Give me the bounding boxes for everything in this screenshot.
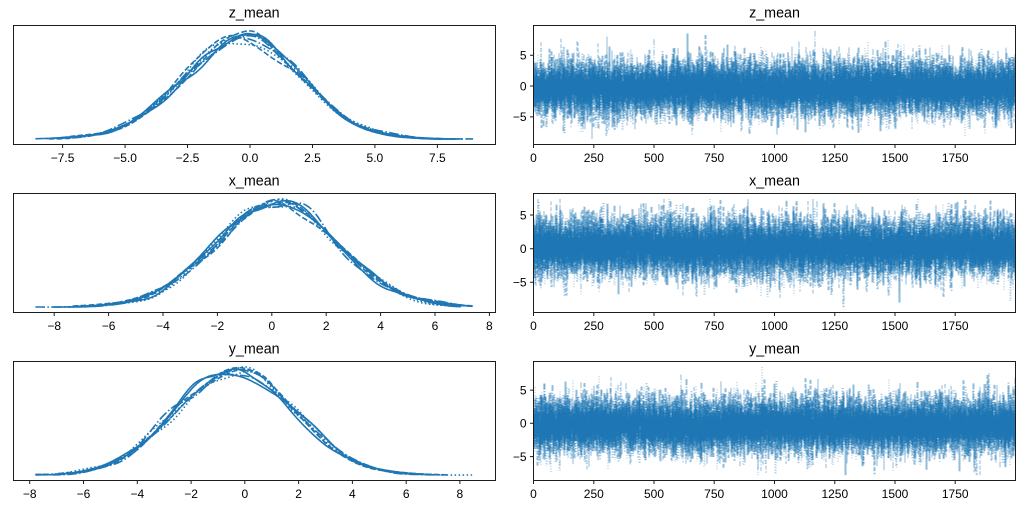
svg-text:750: 750 [704,151,724,165]
svg-text:1000: 1000 [761,487,788,501]
svg-text:5.0: 5.0 [367,151,384,165]
svg-text:4: 4 [377,319,384,333]
svg-text:z_mean: z_mean [229,6,280,22]
svg-text:500: 500 [644,319,664,333]
svg-text:1750: 1750 [942,487,969,501]
svg-text:−2: −2 [211,319,225,333]
svg-text:−5: −5 [513,276,527,290]
svg-text:5: 5 [520,208,527,222]
svg-text:0: 0 [530,151,537,165]
svg-text:0: 0 [530,487,537,501]
svg-text:0: 0 [241,487,248,501]
svg-text:1250: 1250 [821,319,848,333]
svg-text:−5: −5 [513,450,527,464]
svg-text:−5.0: −5.0 [113,151,137,165]
svg-text:−4: −4 [156,319,170,333]
svg-text:7.5: 7.5 [429,151,446,165]
svg-text:0: 0 [530,319,537,333]
svg-text:500: 500 [644,151,664,165]
svg-text:−4: −4 [130,487,144,501]
svg-text:0: 0 [268,319,275,333]
svg-text:4: 4 [349,487,356,501]
svg-text:750: 750 [704,487,724,501]
svg-text:0.0: 0.0 [242,151,259,165]
svg-text:2.5: 2.5 [304,151,321,165]
svg-text:750: 750 [704,319,724,333]
svg-text:1750: 1750 [942,319,969,333]
svg-text:1250: 1250 [821,151,848,165]
svg-text:5: 5 [520,49,527,63]
svg-text:8: 8 [457,487,464,501]
svg-text:0: 0 [520,242,527,256]
svg-text:5: 5 [520,383,527,397]
svg-text:1500: 1500 [882,487,909,501]
svg-text:−6: −6 [77,487,91,501]
svg-text:8: 8 [486,319,493,333]
svg-text:250: 250 [584,151,604,165]
svg-text:2: 2 [323,319,330,333]
svg-text:−7.5: −7.5 [51,151,75,165]
svg-text:1500: 1500 [882,151,909,165]
svg-text:−2.5: −2.5 [176,151,200,165]
svg-text:−8: −8 [23,487,37,501]
svg-text:y_mean: y_mean [229,342,280,358]
svg-text:1250: 1250 [821,487,848,501]
svg-text:250: 250 [584,487,604,501]
svg-text:−5: −5 [513,110,527,124]
svg-text:−6: −6 [102,319,116,333]
svg-text:500: 500 [644,487,664,501]
svg-text:−8: −8 [47,319,61,333]
svg-text:0: 0 [520,79,527,93]
svg-text:y_mean: y_mean [749,342,800,358]
svg-text:2: 2 [295,487,302,501]
svg-text:0: 0 [520,417,527,431]
svg-text:x_mean: x_mean [749,174,800,190]
svg-text:250: 250 [584,319,604,333]
svg-text:x_mean: x_mean [229,174,280,190]
svg-text:6: 6 [403,487,410,501]
svg-text:1000: 1000 [761,319,788,333]
svg-text:−2: −2 [184,487,198,501]
svg-text:1000: 1000 [761,151,788,165]
svg-text:1750: 1750 [942,151,969,165]
svg-text:z_mean: z_mean [749,6,800,22]
svg-text:6: 6 [432,319,439,333]
svg-text:1500: 1500 [882,319,909,333]
